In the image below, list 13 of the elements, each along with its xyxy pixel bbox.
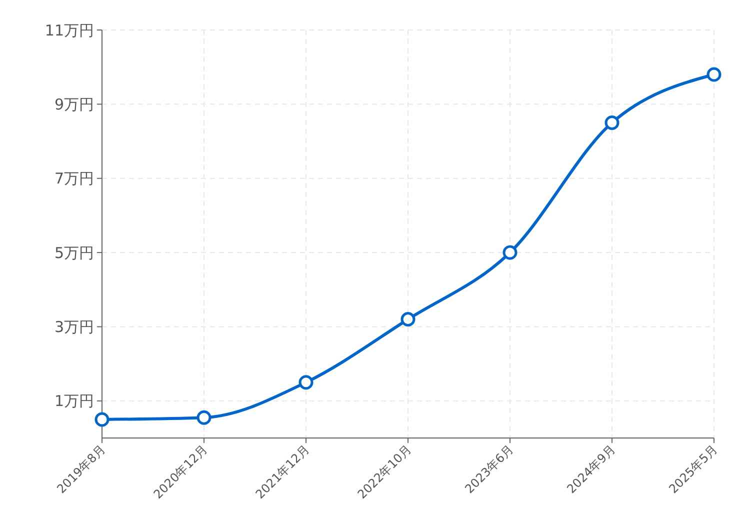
- y-tick-label: 7万円: [54, 170, 94, 188]
- y-tick-label: 5万円: [54, 244, 94, 262]
- point: [298, 375, 314, 390]
- point: [604, 115, 620, 130]
- point: [502, 245, 518, 260]
- point: [196, 410, 212, 425]
- y-tick-label: 9万円: [54, 95, 94, 114]
- point: [94, 412, 110, 427]
- point: [706, 67, 722, 82]
- point: [400, 312, 416, 327]
- y-tick-label: 3万円: [54, 318, 94, 336]
- y-tick-label: 11万円: [44, 21, 94, 40]
- y-tick-label: 1万円: [54, 392, 94, 410]
